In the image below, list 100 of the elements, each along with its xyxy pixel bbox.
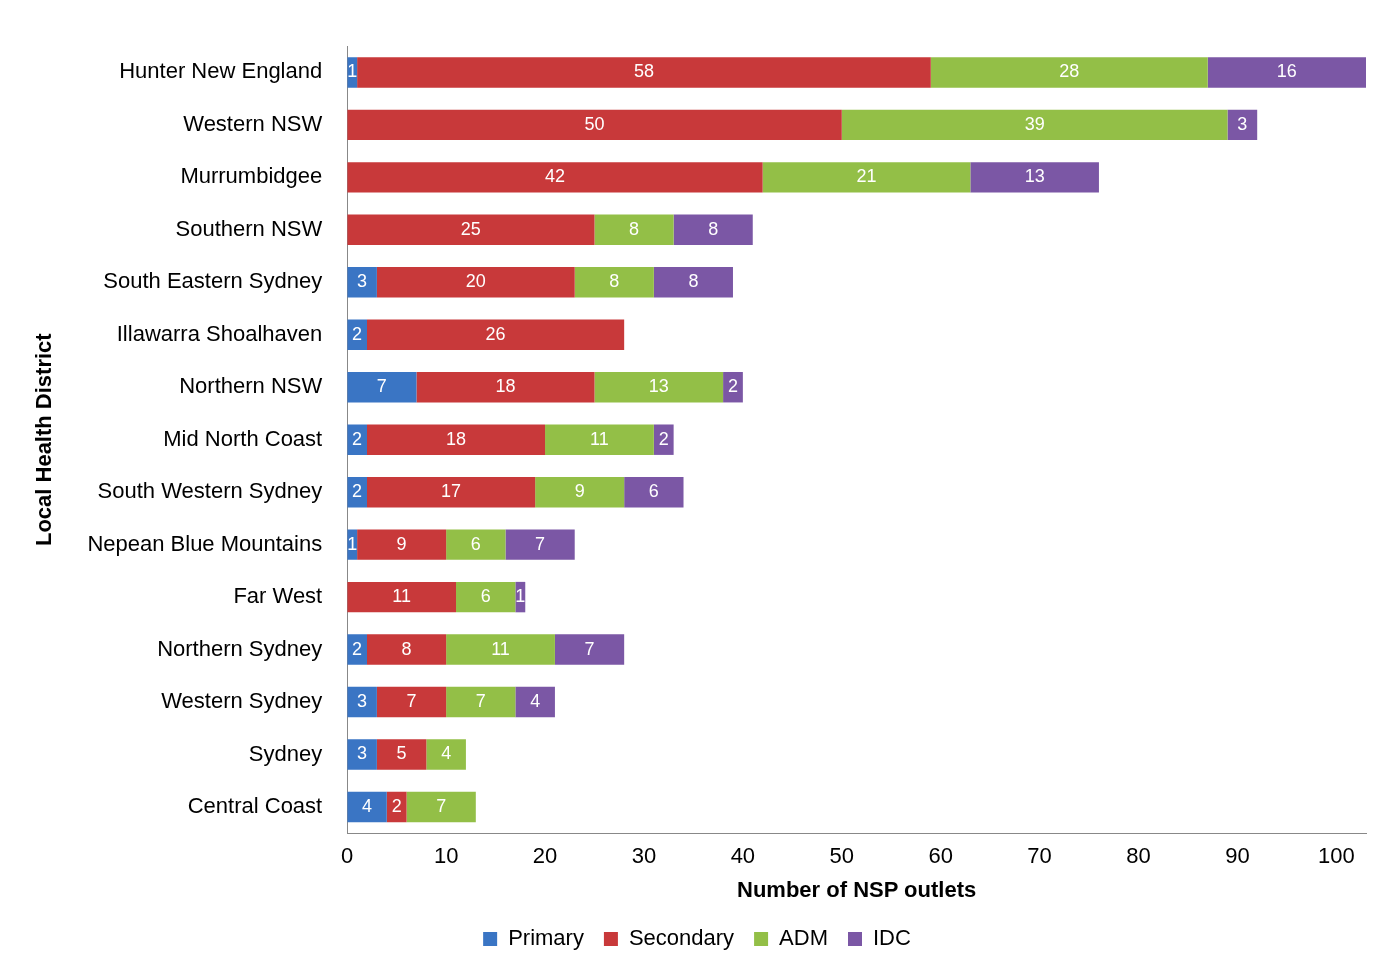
data-label: 21 (856, 166, 877, 187)
y-tick-label: Western NSW (183, 110, 323, 136)
data-label: 58 (633, 61, 654, 82)
bar (357, 529, 447, 560)
data-label: 7 (584, 638, 595, 659)
data-label: 7 (376, 376, 387, 397)
x-tick-label: 30 (631, 843, 657, 869)
y-tick-label: Hunter New England (119, 58, 323, 84)
data-label: 11 (590, 428, 609, 449)
data-label: 18 (446, 428, 467, 449)
data-label: 4 (441, 743, 452, 764)
data-label: 2 (352, 428, 363, 449)
y-tick-label: Far West (233, 583, 323, 609)
data-label: 6 (480, 586, 491, 607)
data-label: 7 (475, 691, 486, 711)
bar (446, 529, 506, 560)
bar (545, 424, 654, 455)
data-label: 2 (391, 795, 402, 816)
bar (446, 686, 516, 718)
data-label: 6 (648, 481, 659, 502)
data-label: 7 (436, 795, 447, 816)
x-tick-label: 0 (341, 843, 354, 869)
legend-label: ADM (779, 925, 828, 951)
bar (535, 476, 625, 508)
data-label: 8 (688, 271, 699, 292)
y-tick-label: Mid North Coast (163, 425, 323, 451)
data-label: 13 (648, 376, 669, 397)
data-label: 20 (465, 271, 486, 292)
legend-label: Secondary (628, 925, 735, 951)
bar (505, 529, 575, 560)
data-label: 3 (1237, 113, 1248, 134)
bar (426, 739, 466, 770)
bar (376, 267, 575, 298)
data-label: 3 (357, 743, 368, 764)
bar (446, 634, 555, 665)
data-label: 4 (362, 795, 373, 816)
legend-label: IDC (872, 925, 911, 951)
data-label: 9 (574, 481, 585, 502)
y-tick-label: South Eastern Sydney (103, 268, 323, 294)
bar (970, 162, 1099, 193)
bar (347, 372, 417, 403)
data-label: 25 (460, 218, 481, 239)
bar (554, 634, 625, 665)
data-label: 13 (1024, 166, 1045, 187)
y-tick-label: Southern NSW (175, 215, 323, 241)
bar (367, 476, 536, 508)
data-label: 3 (357, 691, 368, 711)
data-label: 50 (584, 113, 605, 134)
y-tick-label: Illawarra Shoalhaven (116, 320, 323, 346)
bar (347, 109, 842, 141)
data-label: 8 (401, 638, 412, 659)
data-label: 8 (609, 271, 620, 292)
bar (347, 162, 763, 193)
y-tick-label: South Western Sydney (97, 478, 323, 504)
data-label: 7 (406, 691, 417, 711)
data-label: 2 (727, 376, 738, 397)
bar (416, 372, 595, 403)
bar (456, 581, 516, 613)
y-tick-label: Sydney (248, 740, 323, 766)
data-label: 2 (658, 428, 669, 449)
data-label: 28 (1059, 61, 1080, 82)
y-tick-label: Murrumbidgee (180, 163, 323, 189)
x-tick-label: 10 (433, 843, 459, 869)
bar (515, 686, 555, 718)
data-label: 6 (470, 533, 481, 554)
bar (1207, 57, 1366, 88)
bar (367, 319, 625, 350)
data-label: 17 (441, 481, 462, 502)
data-label: 8 (629, 218, 640, 239)
data-label: 1 (515, 586, 526, 607)
bar (347, 739, 377, 770)
x-tick-label: 40 (730, 843, 756, 869)
x-tick-label: 80 (1126, 843, 1151, 869)
bar (673, 214, 753, 246)
x-axis-title: Number of NSP outlets (737, 876, 977, 902)
data-label: 16 (1276, 61, 1297, 82)
data-label: 2 (352, 638, 363, 659)
data-label: 11 (392, 586, 411, 607)
bar (624, 476, 684, 508)
data-label: 26 (485, 323, 506, 344)
data-label: 39 (1024, 113, 1045, 134)
bar (357, 57, 931, 88)
bar (841, 109, 1228, 141)
data-label: 1 (347, 61, 358, 82)
bar (347, 214, 595, 246)
data-label: 4 (530, 691, 541, 711)
bar (653, 267, 733, 298)
y-tick-label: Central Coast (187, 793, 323, 819)
data-label: 8 (708, 218, 719, 239)
x-tick-label: 100 (1317, 843, 1355, 869)
data-label: 2 (352, 481, 363, 502)
bar (347, 267, 377, 298)
x-tick-label: 60 (928, 843, 953, 869)
bar (347, 581, 457, 613)
bar (594, 372, 724, 403)
data-label: 5 (396, 743, 407, 764)
bar (594, 214, 674, 246)
bar (376, 686, 447, 718)
data-label: 9 (396, 533, 407, 554)
bar (406, 791, 476, 823)
